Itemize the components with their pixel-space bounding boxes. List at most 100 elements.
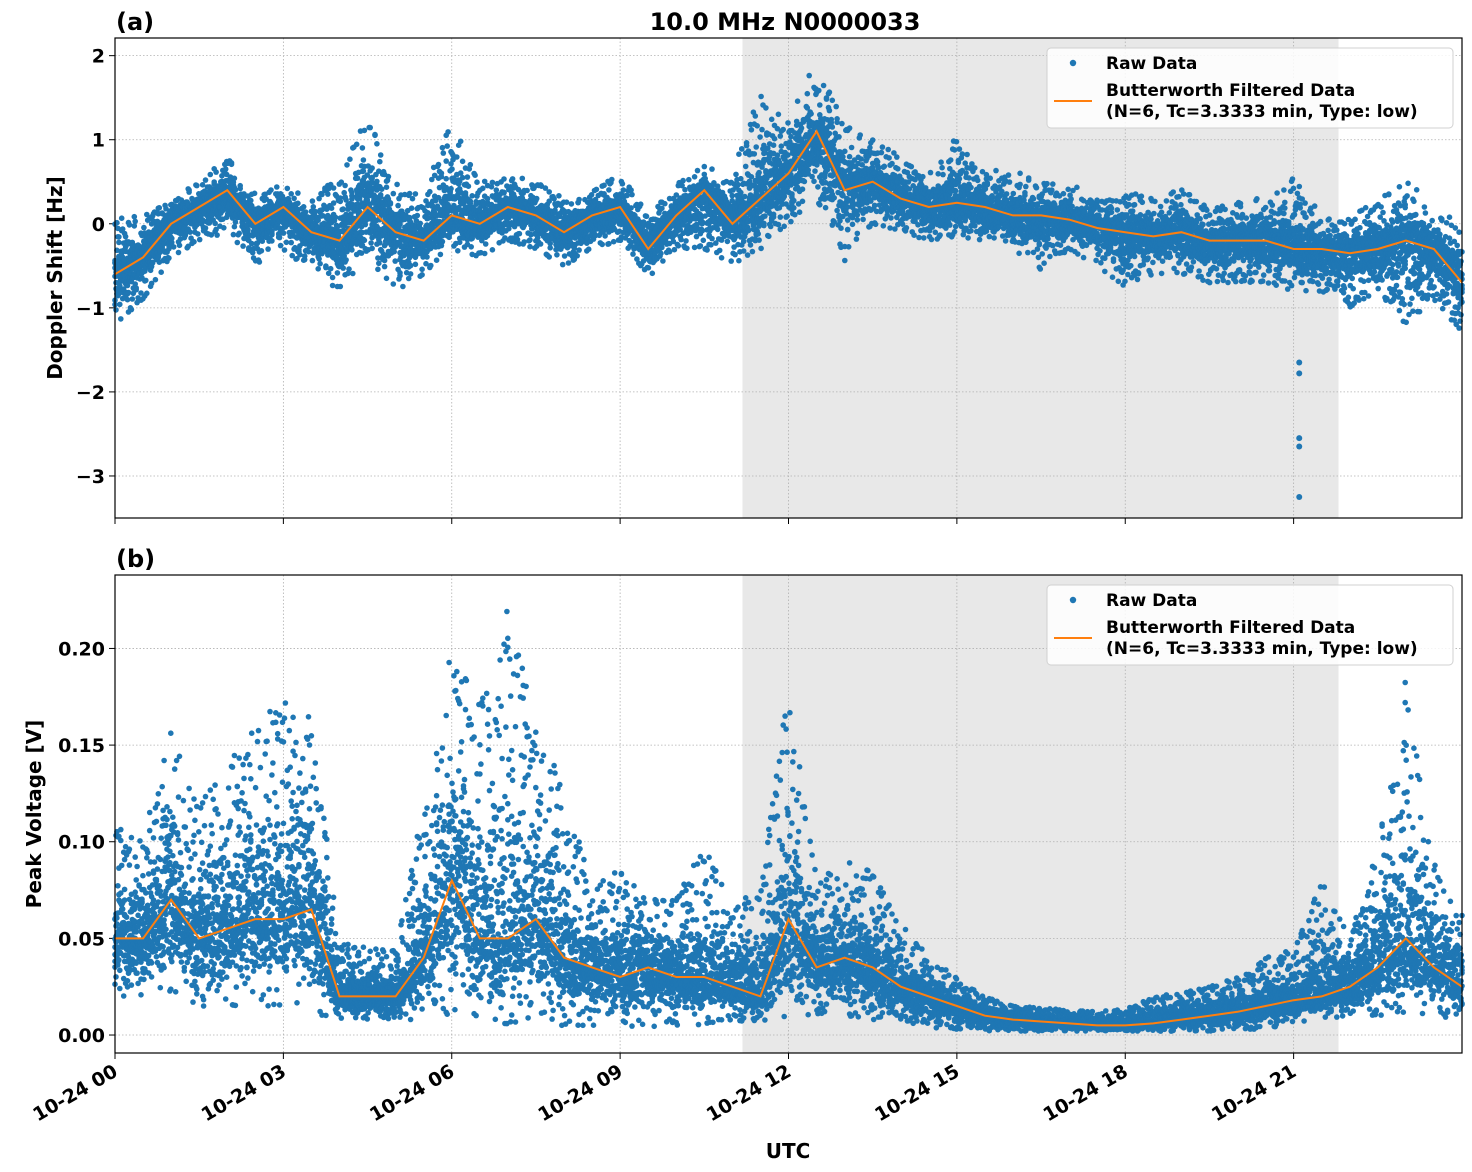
- raw-data-point: [374, 141, 380, 147]
- raw-data-point: [186, 187, 192, 193]
- raw-data-point: [350, 270, 356, 277]
- raw-data-point: [649, 270, 656, 277]
- raw-data-point: [211, 179, 217, 185]
- raw-data-point: [568, 201, 575, 207]
- raw-data-point: [556, 193, 562, 199]
- raw-data-point: [297, 251, 303, 258]
- raw-data-point: [122, 233, 129, 240]
- raw-data-point: [472, 172, 478, 178]
- raw-data-point: [378, 186, 385, 192]
- raw-data-point: [440, 150, 447, 156]
- raw-data-point: [435, 161, 442, 168]
- raw-data-point: [138, 290, 144, 296]
- raw-data-point: [576, 196, 582, 203]
- raw-data-point: [340, 206, 347, 212]
- raw-data-point: [310, 204, 317, 210]
- raw-data-point: [329, 282, 336, 289]
- raw-data-point: [675, 243, 682, 249]
- raw-data-point: [443, 158, 450, 164]
- raw-data-point: [489, 179, 496, 186]
- raw-data-point: [330, 185, 337, 191]
- raw-data-point: [248, 197, 254, 204]
- raw-data-point: [606, 240, 612, 247]
- raw-data-point: [377, 152, 384, 158]
- raw-data-point: [309, 198, 316, 204]
- raw-data-point: [143, 277, 149, 284]
- raw-data-point: [474, 179, 480, 185]
- raw-data-point: [419, 272, 425, 278]
- raw-data-point: [228, 160, 235, 166]
- raw-data-point: [643, 213, 650, 220]
- raw-data-point: [537, 241, 544, 247]
- raw-data-point: [533, 195, 540, 202]
- raw-data-point: [367, 124, 374, 131]
- raw-data-point: [519, 175, 526, 182]
- raw-data-point: [574, 253, 580, 259]
- raw-data-point: [465, 183, 472, 189]
- raw-data-point: [316, 256, 322, 262]
- raw-data-point: [169, 239, 175, 246]
- raw-data-point: [599, 241, 605, 248]
- raw-data-point: [248, 240, 255, 247]
- raw-data-point: [288, 191, 295, 197]
- raw-data-point: [281, 247, 288, 253]
- raw-data-point: [406, 190, 413, 197]
- raw-data-point: [699, 219, 706, 225]
- raw-data-point: [383, 184, 390, 190]
- raw-data-point: [369, 165, 375, 171]
- raw-data-point: [454, 154, 460, 160]
- raw-data-point: [394, 181, 400, 188]
- raw-data-point: [377, 240, 383, 246]
- raw-data-point: [340, 265, 347, 271]
- raw-data-point: [155, 254, 162, 261]
- raw-data-point: [237, 185, 243, 192]
- raw-data-point: [240, 243, 246, 249]
- raw-data-point: [680, 177, 686, 184]
- raw-data-point: [439, 238, 446, 245]
- raw-data-point: [212, 220, 218, 227]
- raw-data-point: [256, 259, 263, 265]
- raw-data-point: [493, 187, 500, 193]
- raw-data-point: [464, 174, 471, 180]
- raw-data-point: [619, 181, 626, 187]
- raw-data-point: [325, 191, 331, 197]
- raw-data-point: [305, 248, 312, 255]
- raw-data-point: [662, 200, 668, 207]
- raw-data-point: [658, 250, 664, 257]
- raw-data-point: [230, 231, 237, 238]
- chart-title: 10.0 MHz N0000033: [650, 8, 921, 36]
- raw-data-point: [359, 145, 366, 151]
- raw-data-point: [407, 271, 414, 277]
- raw-data-point: [381, 263, 388, 270]
- raw-data-point: [175, 249, 182, 256]
- raw-data-point: [141, 224, 147, 231]
- raw-data-point: [462, 190, 469, 196]
- raw-data-point: [563, 199, 570, 205]
- raw-data-point: [317, 260, 323, 267]
- raw-data-point: [527, 243, 533, 250]
- x-axis-label: UTC: [766, 1139, 811, 1163]
- raw-data-point: [469, 193, 476, 199]
- raw-data-point: [387, 200, 394, 206]
- raw-data-point: [116, 234, 122, 240]
- raw-data-point: [637, 201, 644, 207]
- raw-data-point: [194, 182, 200, 189]
- raw-data-point: [152, 276, 159, 283]
- raw-data-point: [459, 174, 466, 181]
- raw-data-point: [524, 187, 530, 194]
- raw-data-point: [327, 265, 334, 272]
- raw-data-point: [427, 188, 433, 195]
- raw-data-point: [125, 289, 132, 296]
- raw-data-point: [129, 296, 136, 302]
- raw-data-point: [295, 190, 301, 196]
- raw-data-point: [291, 195, 297, 202]
- raw-data-point: [213, 169, 219, 175]
- raw-data-point: [280, 230, 287, 236]
- raw-data-point: [392, 258, 399, 264]
- raw-data-point: [269, 238, 275, 244]
- raw-data-points: [112, 72, 1465, 500]
- raw-data-point: [354, 175, 361, 181]
- raw-data-point: [547, 245, 553, 251]
- y-tick-label: −3: [76, 466, 105, 488]
